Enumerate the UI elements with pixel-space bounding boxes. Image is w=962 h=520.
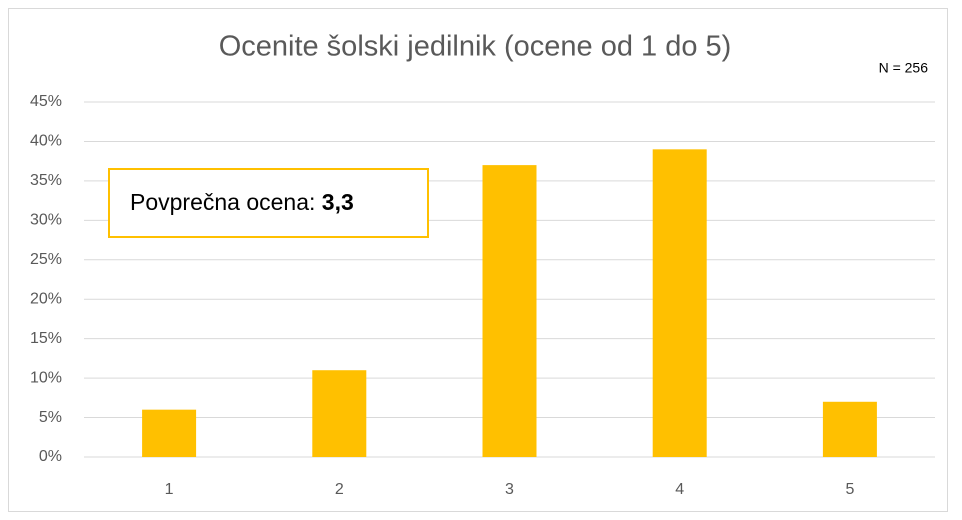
y-tick-label: 15% — [30, 330, 62, 347]
annotation-box — [108, 168, 429, 238]
x-tick-label: 2 — [335, 481, 344, 498]
x-tick-label: 3 — [505, 481, 514, 498]
y-tick-label: 10% — [30, 369, 62, 386]
x-tick-label: 5 — [845, 481, 854, 498]
bar — [822, 401, 877, 457]
x-tick-label: 4 — [675, 481, 684, 498]
bar — [142, 409, 197, 457]
annotation: Povprečna ocena: 3,3 — [130, 189, 354, 215]
bar — [652, 149, 707, 458]
bar — [482, 165, 537, 457]
y-tick-label: 25% — [30, 251, 62, 268]
y-tick-label: 30% — [30, 212, 62, 229]
y-tick-label: 0% — [39, 448, 62, 465]
y-tick-label: 5% — [39, 409, 62, 426]
sample-note: N = 256 — [879, 60, 929, 76]
bar — [312, 370, 367, 457]
annotation-value: 3,3 — [322, 189, 354, 215]
y-tick-label: 45% — [30, 93, 62, 110]
chart-title: Ocenite šolski jedilnik (ocene od 1 do 5… — [219, 31, 732, 63]
x-tick-label: 1 — [165, 481, 174, 498]
y-tick-label: 40% — [30, 133, 62, 150]
annotation-label: Povprečna ocena: — [130, 189, 315, 215]
y-tick-label: 20% — [30, 290, 62, 307]
y-tick-label: 35% — [30, 172, 62, 189]
